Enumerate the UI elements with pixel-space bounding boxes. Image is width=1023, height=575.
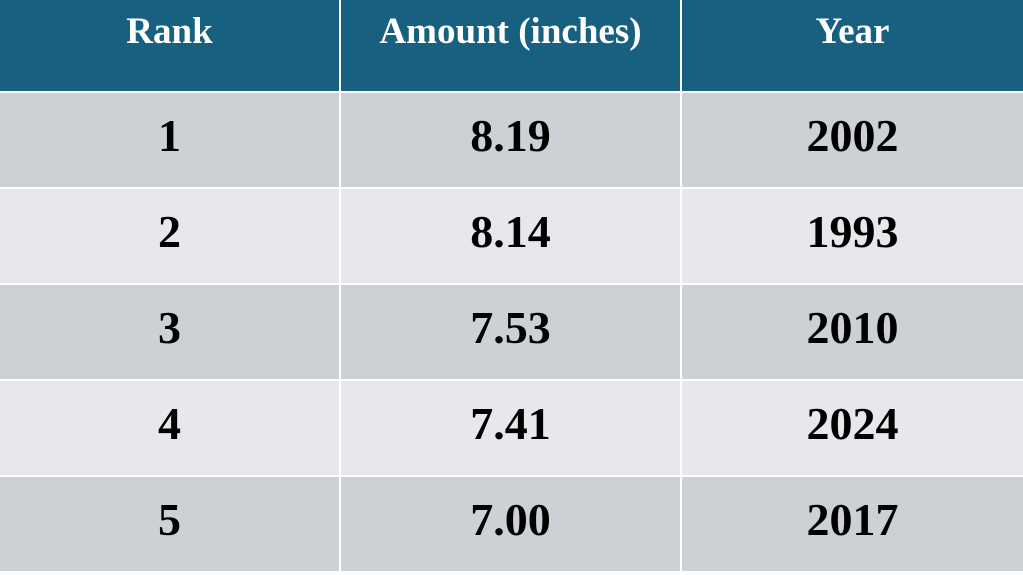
table-cell: 2002 <box>682 93 1023 189</box>
header-cell: Rank <box>0 0 341 93</box>
table-cell: 1 <box>0 93 341 189</box>
table-cell: 8.19 <box>341 93 682 189</box>
table-cell: 7.00 <box>341 477 682 573</box>
header-cell: Amount (inches) <box>341 0 682 93</box>
table-cell: 2017 <box>682 477 1023 573</box>
table-cell: 7.41 <box>341 381 682 477</box>
header-cell: Year <box>682 0 1023 93</box>
table-cell: 3 <box>0 285 341 381</box>
table-cell: 2 <box>0 189 341 285</box>
table-cell: 2010 <box>682 285 1023 381</box>
table-cell: 7.53 <box>341 285 682 381</box>
table-cell: 5 <box>0 477 341 573</box>
table-cell: 8.14 <box>341 189 682 285</box>
table-cell: 4 <box>0 381 341 477</box>
table-cell: 1993 <box>682 189 1023 285</box>
table-cell: 2024 <box>682 381 1023 477</box>
